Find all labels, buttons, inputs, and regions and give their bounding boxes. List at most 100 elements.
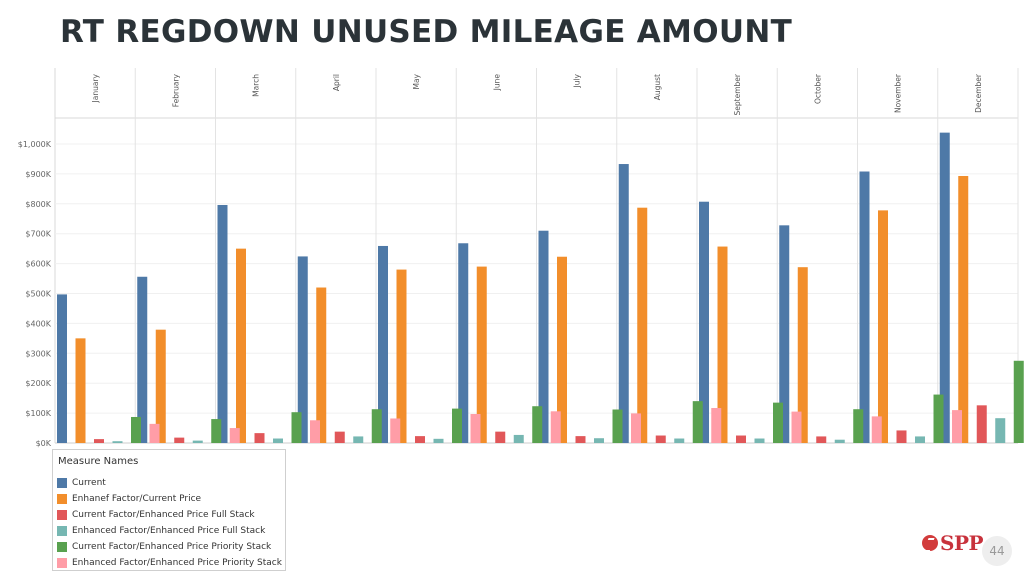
month-label: December	[974, 73, 983, 113]
legend-label: Current Factor/Enhanced Price Priority S…	[72, 542, 272, 552]
y-tick-label: $300K	[25, 349, 51, 358]
month-label: February	[171, 73, 180, 107]
month-label: November	[894, 73, 903, 113]
legend-swatch	[57, 558, 67, 568]
y-tick-label: $600K	[25, 260, 51, 269]
spp-logo: SPP	[922, 531, 984, 555]
bar	[717, 246, 728, 443]
legend-swatch	[57, 494, 67, 504]
legend-swatch	[57, 478, 67, 488]
bar	[834, 439, 845, 443]
bar	[353, 436, 364, 443]
y-tick-label: $1,000K	[18, 140, 52, 149]
bar	[711, 408, 722, 443]
legend-swatch	[57, 542, 67, 552]
month-label: January	[91, 73, 100, 103]
bar	[637, 207, 648, 443]
chart-grid	[54, 68, 1019, 444]
bar	[452, 408, 462, 443]
bar	[291, 412, 302, 443]
bar	[779, 225, 790, 443]
legend: Measure Names Current Enhanef Factor/Curr…	[52, 449, 286, 571]
month-header: January February March April May June July Augu…	[91, 73, 983, 115]
bar	[137, 276, 148, 443]
legend-label: Enhanef Factor/Current Price	[72, 494, 202, 504]
bar	[791, 411, 802, 443]
month-label: May	[412, 73, 421, 89]
bar	[217, 204, 228, 443]
month-label: June	[492, 74, 501, 92]
bar	[310, 420, 320, 443]
bar	[939, 132, 950, 443]
bar	[112, 441, 123, 443]
bar	[816, 436, 827, 443]
bar	[773, 402, 783, 443]
bar	[254, 433, 265, 443]
bar	[550, 411, 561, 443]
bar	[236, 248, 246, 443]
bar	[174, 437, 185, 443]
y-tick-label: $200K	[25, 379, 51, 388]
bars	[57, 132, 1024, 444]
y-axis: $0K $100K $200K $300K $400K $500K $600K $700K $8…	[18, 140, 52, 448]
bar	[75, 338, 86, 443]
bar	[575, 436, 586, 443]
bar	[952, 410, 962, 443]
bar	[229, 428, 240, 443]
y-tick-label: $0K	[36, 439, 52, 448]
bar	[297, 256, 308, 443]
bar	[594, 438, 604, 443]
bar	[57, 294, 67, 443]
bar	[476, 266, 487, 443]
bar	[976, 405, 987, 443]
bar	[273, 438, 283, 443]
bar	[390, 418, 401, 443]
bar	[415, 436, 425, 443]
bar	[797, 267, 808, 443]
y-tick-label: $900K	[25, 170, 51, 179]
legend-title: Measure Names	[58, 456, 139, 467]
legend-item: Enhanced Factor/Enhanced Price Full Stac…	[57, 524, 265, 538]
bar	[470, 413, 481, 443]
month-label: March	[252, 74, 261, 97]
bar	[674, 438, 685, 443]
legend-label: Current	[72, 478, 106, 488]
bar-chart: $0K $100K $200K $300K $400K $500K $600K $700K $8…	[18, 68, 1024, 448]
legend-label: Current Factor/Enhanced Price Full Stack	[72, 510, 255, 520]
bar	[155, 329, 166, 443]
bar	[131, 416, 141, 443]
bar	[958, 175, 969, 444]
bar	[433, 438, 444, 443]
slide-title: RT REGDOWN UNUSED MILEAGE AMOUNT	[60, 14, 793, 50]
bar	[859, 171, 870, 443]
y-tick-label: $500K	[25, 290, 51, 299]
month-label: October	[813, 73, 822, 104]
legend-item: Current	[57, 476, 106, 490]
bar	[612, 409, 623, 443]
bar	[334, 431, 345, 443]
page-number: 44	[982, 536, 1012, 566]
bar	[853, 409, 864, 443]
bar	[371, 409, 382, 443]
bar	[655, 435, 666, 443]
legend-item: Enhanced Factor/Enhanced Price Priority …	[57, 556, 282, 570]
logo-icon	[922, 535, 938, 551]
bar	[192, 440, 203, 443]
month-label: July	[573, 73, 582, 88]
bar	[149, 423, 160, 443]
legend-item: Enhanef Factor/Current Price	[57, 492, 201, 506]
bar	[692, 401, 703, 443]
bar	[211, 419, 222, 443]
bar	[618, 164, 629, 443]
legend-swatch	[57, 510, 67, 520]
bar	[933, 394, 944, 443]
legend-item: Current Factor/Enhanced Price Priority S…	[57, 540, 271, 554]
bar	[378, 245, 388, 443]
bar	[513, 434, 524, 443]
bar	[495, 431, 506, 443]
y-tick-label: $100K	[25, 409, 51, 418]
bar	[754, 438, 765, 443]
bar	[878, 210, 888, 443]
bar	[538, 230, 549, 443]
bar	[1013, 360, 1024, 443]
